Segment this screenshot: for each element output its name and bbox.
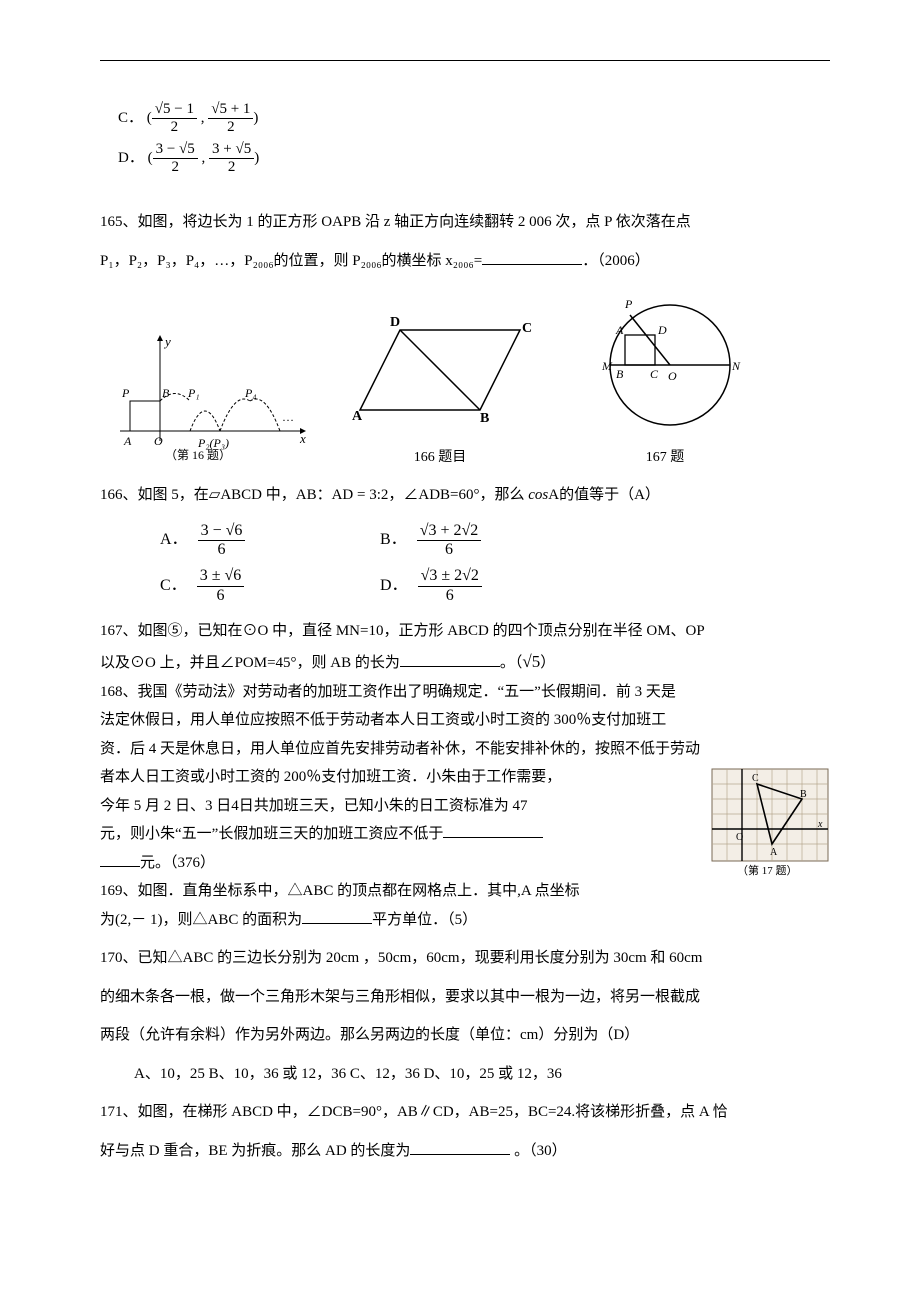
svg-text:…: … xyxy=(282,410,294,424)
q170-line3: 两段（允许有余料）作为另外两边。那么另两边的长度（单位：cm）分别为（D） xyxy=(100,1021,830,1050)
q168-blank xyxy=(443,823,543,838)
svg-text:x: x xyxy=(817,819,823,830)
figure-165: y x P B P₁ P₄ A O P₂(P₃) … （第 16 题） xyxy=(110,331,310,472)
figures-row: y x P B P₁ P₄ A O P₂(P₃) … （第 16 题） A B … xyxy=(110,290,830,471)
figure-169: B C A O x （第 17 题） xyxy=(710,767,830,888)
q166-opt-a: A．3 − √66 xyxy=(160,522,380,560)
q171-line2: 好与点 D 重合，BE 为折痕。那么 AD 的长度为 。（30） xyxy=(100,1137,830,1166)
svg-text:x: x xyxy=(299,431,306,446)
q167-line1: 167、如图⑤，已知在⊙O 中，直径 MN=10，正方形 ABCD 的四个顶点分… xyxy=(100,617,830,646)
q170-line1: 170、已知△ABC 的三边长分别为 20cm ，50cm，60cm，现要利用长… xyxy=(100,944,830,973)
svg-text:C: C xyxy=(522,321,532,336)
svg-text:（第 16 题）: （第 16 题） xyxy=(165,448,231,461)
option-c-line: C． (√5 − 12 , √5 + 12) xyxy=(118,101,830,137)
svg-text:C: C xyxy=(752,773,759,784)
svg-text:D: D xyxy=(390,315,400,330)
q168-blank2 xyxy=(100,852,140,867)
svg-text:P₄: P₄ xyxy=(244,386,257,400)
svg-text:A: A xyxy=(770,847,778,858)
svg-text:A: A xyxy=(123,434,132,448)
q170-line2: 的细木条各一根，做一个三角形木架与三角形相似，要求以其中一根为一边，将另一根截成 xyxy=(100,983,830,1012)
q167-blank xyxy=(400,652,500,667)
q167-line2: 以及⊙O 上，并且∠POM=45°，则 AB 的长为。（√5） xyxy=(100,646,830,678)
svg-text:y: y xyxy=(163,334,171,349)
figure-167: M N O A D B C P 167 题 xyxy=(570,290,760,471)
svg-text:B: B xyxy=(480,411,489,426)
q165-line1: 165、如图，将边长为 1 的正方形 OAPB 沿 z 轴正方向连续翻转 2 0… xyxy=(100,208,830,237)
q166-opt-c: C．3 ± √66 xyxy=(160,567,380,605)
q165-blank xyxy=(482,250,582,265)
option-c-label: C． xyxy=(118,110,143,126)
q169-line2: 为(2,－ 1)，则△ABC 的面积为平方单位．（5） xyxy=(100,906,830,935)
q165-line2: P₁，P₂，P₃，P₄，…，P₂₀₀₆的位置，则 P₂₀₀₆的横坐标 x₂₀₀₆… xyxy=(100,247,830,276)
svg-text:B: B xyxy=(800,789,807,800)
figure-169-svg: B C A O x （第 17 题） xyxy=(710,767,830,877)
q169-blank xyxy=(302,909,372,924)
figure-167-svg: M N O A D B C P xyxy=(570,290,760,430)
q166-text: 166、如图 5，在▱ABCD 中，AB：AD = 3:2，∠ADB=60°，那… xyxy=(100,481,830,510)
svg-text:P: P xyxy=(121,386,130,400)
fig167-caption: 167 题 xyxy=(570,445,760,472)
svg-text:O: O xyxy=(736,832,743,843)
page-top-rule xyxy=(100,60,830,61)
svg-text:A: A xyxy=(352,409,363,424)
svg-text:O: O xyxy=(668,369,677,383)
q166-options: A．3 − √66 B．√3 + 2√26 C．3 ± √66 D．√3 ± 2… xyxy=(160,522,830,606)
figure-166-svg: A B C D xyxy=(340,310,540,430)
svg-text:C: C xyxy=(650,367,659,381)
svg-text:A: A xyxy=(615,323,624,337)
option-d-label: D． xyxy=(118,150,144,166)
q170-options: A、10，25 B、10，36 或 12，36 C、12，36 D、10，25 … xyxy=(134,1060,830,1089)
q171-line1: 171、如图，在梯形 ABCD 中，∠DCB=90°，AB∥CD，AB=25，B… xyxy=(100,1098,830,1127)
svg-text:D: D xyxy=(657,323,667,337)
fig166-caption: 166 题目 xyxy=(340,445,540,472)
figure-166: A B C D 166 题目 xyxy=(340,310,540,471)
option-d-line: D． (3 − √52 , 3 + √52) xyxy=(118,141,830,177)
q168-block: 168、我国《劳动法》对劳动者的加班工资作出了明确规定．“五一”长假期间．前 3… xyxy=(100,678,830,935)
svg-text:（第 17 题）: （第 17 题） xyxy=(737,863,798,877)
svg-text:O: O xyxy=(154,434,163,448)
svg-text:M: M xyxy=(601,359,613,373)
svg-text:B: B xyxy=(162,386,170,400)
svg-text:P: P xyxy=(624,297,633,311)
svg-text:B: B xyxy=(616,367,624,381)
q171-blank xyxy=(410,1140,510,1155)
figure-165-svg: y x P B P₁ P₄ A O P₂(P₃) … （第 16 题） xyxy=(110,331,310,461)
svg-text:P₁: P₁ xyxy=(187,386,200,400)
q166-opt-b: B．√3 + 2√26 xyxy=(380,522,600,560)
svg-text:N: N xyxy=(731,359,741,373)
q166-opt-d: D．√3 ± 2√26 xyxy=(380,567,600,605)
